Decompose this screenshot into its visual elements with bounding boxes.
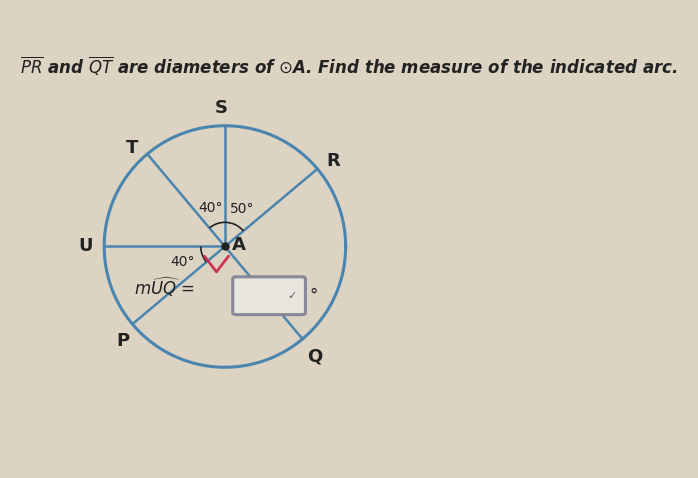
Text: 50°: 50°: [230, 202, 255, 216]
Text: A: A: [232, 236, 246, 254]
Text: T: T: [126, 139, 138, 157]
Text: 40°: 40°: [171, 255, 195, 269]
Text: P: P: [117, 332, 130, 350]
Text: ✓: ✓: [288, 291, 297, 301]
FancyBboxPatch shape: [232, 277, 306, 315]
Text: 40°: 40°: [199, 201, 223, 215]
Text: Q: Q: [307, 347, 322, 365]
Text: °: °: [309, 287, 318, 304]
Text: $\overline{PR}$ and $\overline{QT}$ are diameters of $\odot$A. Find the measure : $\overline{PR}$ and $\overline{QT}$ are …: [20, 54, 678, 77]
Text: $m\widehat{UQ}$ =: $m\widehat{UQ}$ =: [134, 275, 195, 299]
Text: U: U: [78, 238, 93, 256]
Text: R: R: [326, 152, 340, 170]
Text: S: S: [214, 99, 228, 118]
